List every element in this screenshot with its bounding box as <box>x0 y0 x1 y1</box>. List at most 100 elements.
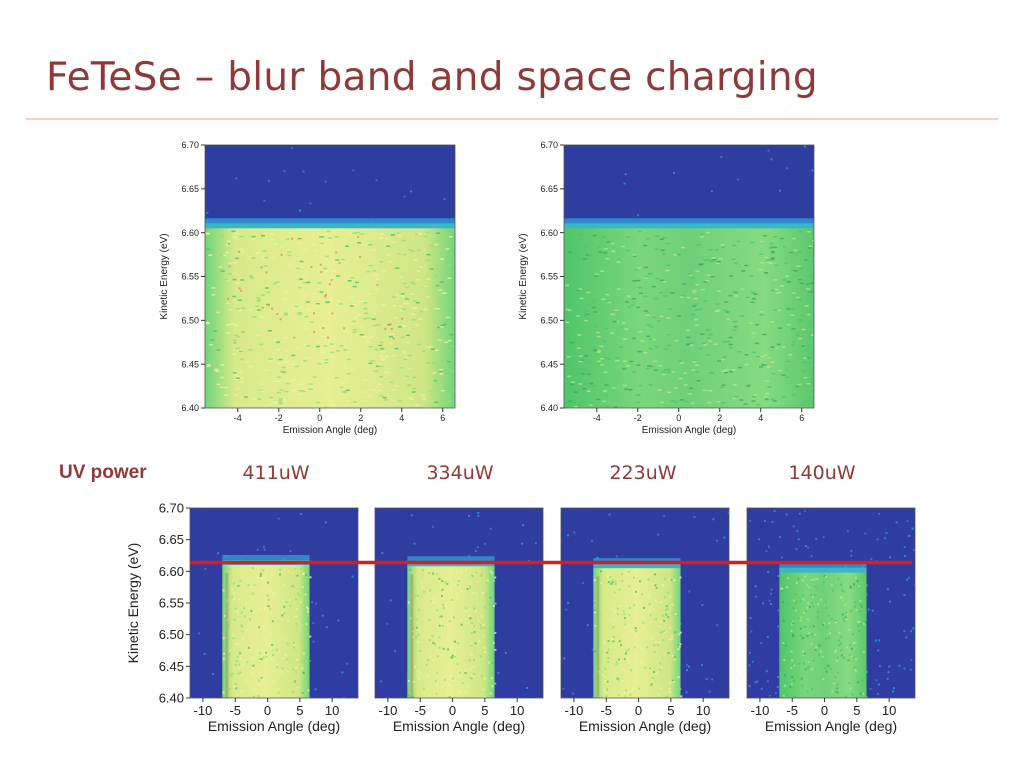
band-speckle <box>827 614 830 617</box>
band-speckle <box>367 395 372 398</box>
band-speckle <box>247 646 250 649</box>
band-speckle <box>258 670 261 673</box>
band-speckle <box>803 399 808 402</box>
band-speckle <box>689 342 694 344</box>
band-speckle <box>653 586 656 589</box>
band-speckle <box>645 581 648 584</box>
band-speckle <box>791 659 794 662</box>
band-speckle <box>482 689 485 692</box>
band-speckle <box>642 606 645 609</box>
band-speckle <box>746 384 751 387</box>
noise-dot <box>705 677 708 680</box>
band-speckle <box>373 370 378 373</box>
noise-dot <box>763 520 766 523</box>
noise-dot <box>410 514 413 517</box>
band-speckle <box>631 689 634 692</box>
band-speckle <box>454 260 455 262</box>
band-speckle <box>413 307 418 309</box>
band-speckle <box>632 254 637 256</box>
band-speckle <box>425 259 430 262</box>
noise-dot <box>887 671 890 674</box>
band-speckle <box>786 308 791 310</box>
band-speckle <box>669 691 672 694</box>
band-speckle <box>689 387 694 390</box>
x-tick-label: 10 <box>510 703 524 718</box>
band-speckle <box>576 367 581 370</box>
band-speckle <box>489 596 492 599</box>
band-speckle <box>864 621 867 624</box>
band-speckle <box>399 309 404 312</box>
band-speckle <box>791 341 796 343</box>
band-speckle <box>428 619 431 622</box>
band-speckle <box>586 390 591 393</box>
band-speckle <box>586 291 591 294</box>
hot-spot <box>276 313 279 316</box>
band-speckle <box>799 320 804 322</box>
band-speckle <box>842 599 845 602</box>
y-tick-label: 6.70 <box>159 501 184 516</box>
band-speckle <box>447 360 452 363</box>
band-speckle <box>814 593 817 596</box>
band-speckle <box>762 333 767 336</box>
band-speckle <box>578 355 583 357</box>
band-speckle <box>592 385 597 387</box>
band-speckle <box>824 666 827 669</box>
band-speckle <box>798 230 803 233</box>
band-speckle <box>798 299 803 301</box>
band-speckle <box>654 584 657 587</box>
x-tick-label: 4 <box>399 413 404 423</box>
band-speckle <box>242 659 245 662</box>
hot-spot <box>228 243 231 246</box>
band-speckle <box>278 650 281 653</box>
band-speckle <box>649 325 654 328</box>
band-speckle <box>666 264 671 267</box>
band-speckle <box>436 232 441 234</box>
band-speckle <box>648 384 653 386</box>
noise-dot <box>755 680 758 683</box>
band-speckle <box>237 299 242 302</box>
band-speckle <box>622 384 627 387</box>
band-speckle <box>763 354 768 356</box>
band-speckle <box>794 696 797 698</box>
band-speckle <box>273 282 278 285</box>
band-speckle <box>779 285 784 287</box>
band-speckle <box>402 351 407 353</box>
band-speckle <box>387 324 392 326</box>
band-speckle <box>749 322 754 324</box>
band-speckle <box>806 231 811 233</box>
band-speckle <box>239 235 244 238</box>
band-speckle <box>618 588 621 591</box>
band-speckle <box>265 655 268 658</box>
band-speckle <box>491 685 494 688</box>
band-speckle <box>233 261 238 264</box>
band-speckle <box>297 592 300 595</box>
band-speckle <box>611 387 616 389</box>
band-speckle <box>586 373 591 376</box>
band-speckle <box>629 693 632 696</box>
band-speckle <box>659 666 662 669</box>
band-speckle <box>277 376 282 378</box>
band-speckle <box>819 650 822 653</box>
band-speckle <box>594 325 599 328</box>
noise-dot <box>795 548 798 551</box>
band-speckle <box>796 382 801 385</box>
band-speckle <box>258 626 261 629</box>
band-speckle <box>442 603 445 606</box>
noise-dot <box>803 145 806 148</box>
band-speckle <box>368 243 373 246</box>
band-speckle <box>257 398 262 400</box>
band-speckle <box>693 297 698 300</box>
noise-dot <box>892 690 895 693</box>
band-speckle <box>411 629 414 632</box>
band-speckle <box>483 606 486 609</box>
band-speckle <box>402 325 407 327</box>
band-speckle <box>653 650 656 653</box>
band-speckle <box>567 375 572 378</box>
band-speckle <box>482 626 485 629</box>
band-speckle <box>606 680 609 683</box>
band-speckle <box>758 366 763 368</box>
band-speckle <box>663 631 666 634</box>
band-speckle <box>446 688 449 691</box>
band-speckle <box>854 641 857 644</box>
noise-dot <box>723 536 726 539</box>
